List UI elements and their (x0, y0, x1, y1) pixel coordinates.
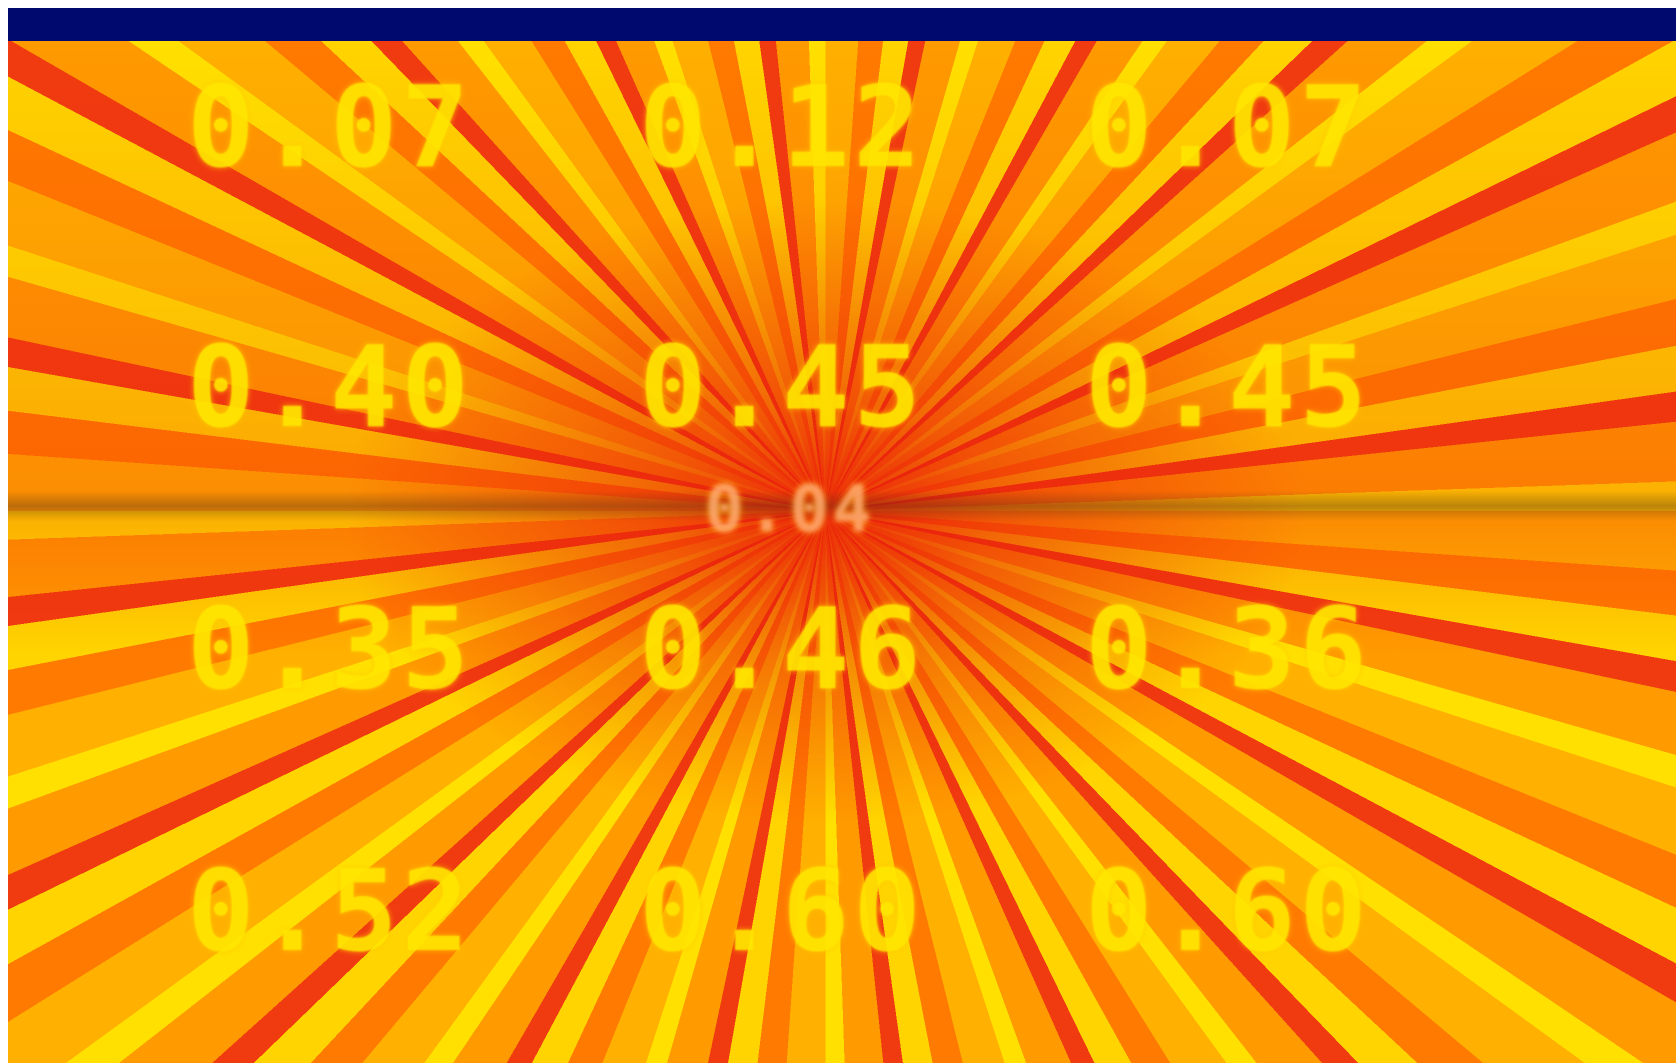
reading-label: 0.07 (187, 63, 473, 193)
reading-label: 0.45 (1085, 323, 1371, 453)
image-view (8, 41, 1676, 1063)
reading-label: 0.46 (639, 585, 925, 715)
reading-label: 0.40 (187, 323, 473, 453)
reading-label: 0.52 (187, 847, 473, 977)
reading-label: 0.36 (1085, 585, 1371, 715)
reading-label: 0.07 (1085, 63, 1371, 193)
reading-label: 0.35 (187, 585, 473, 715)
reading-label: 0.45 (639, 323, 925, 453)
title-bar (8, 8, 1676, 41)
reading-label: 0.12 (639, 63, 925, 193)
reading-label: 0.60 (1085, 847, 1371, 977)
reading-label: 0.60 (639, 847, 925, 977)
reading-label: 0.04 (704, 473, 876, 547)
